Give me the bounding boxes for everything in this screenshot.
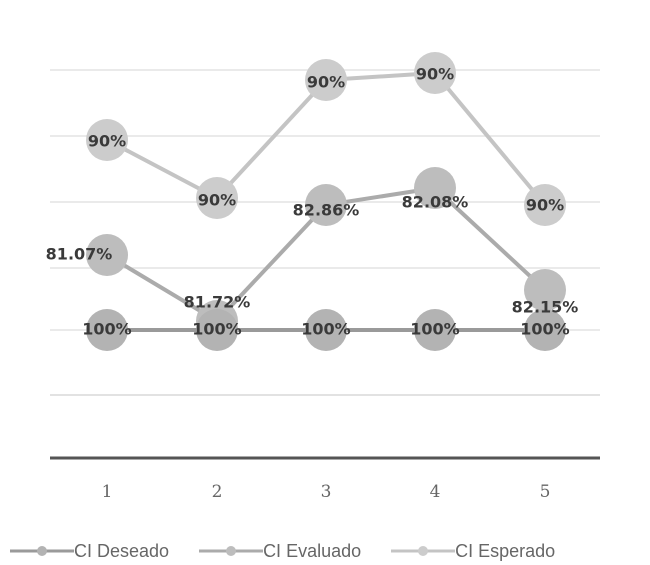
data-point-ci-esperado — [524, 184, 566, 226]
legend-label-ci-evaluado: CI Evaluado — [263, 540, 362, 561]
data-label-ci-esperado: 90% — [88, 132, 126, 151]
legend-label-ci-deseado: CI Deseado — [74, 540, 170, 561]
x-tick-label: 1 — [102, 482, 113, 502]
data-point-ci-evaluado — [524, 269, 566, 311]
legend-item-ci-evaluado: CI Evaluado — [199, 541, 361, 562]
x-tick-label: 4 — [430, 482, 441, 502]
data-point-ci-deseado — [196, 309, 238, 351]
data-label-ci-evaluado: 81.07% — [46, 245, 113, 264]
legend-swatch-ci-evaluado — [199, 546, 264, 556]
data-label-ci-evaluado: 82.15% — [512, 298, 579, 317]
data-point-ci-esperado — [414, 52, 456, 94]
legend-item-ci-esperado: CI Esperado — [391, 541, 555, 562]
data-label-ci-deseado: 100% — [520, 320, 569, 339]
data-point-ci-esperado — [86, 119, 128, 161]
data-label-ci-deseado: 100% — [82, 320, 131, 339]
data-point-ci-deseado — [414, 309, 456, 351]
data-point-ci-evaluado — [86, 234, 128, 276]
x-tick-label: 2 — [212, 482, 223, 502]
x-tick-label: 3 — [321, 482, 332, 502]
data-point-ci-evaluado — [305, 184, 347, 226]
x-axis-ticks: 1 2 3 4 5 — [102, 482, 551, 502]
data-point-ci-deseado — [524, 309, 566, 351]
data-label-ci-evaluado: 82.08% — [402, 193, 469, 212]
legend-swatch-ci-deseado — [10, 546, 74, 556]
legend: CI Deseado CI Evaluado CI Esperado — [10, 538, 640, 564]
data-point-ci-esperado — [196, 177, 238, 219]
series-ci-esperado — [86, 52, 566, 226]
data-point-ci-esperado — [305, 59, 347, 101]
data-label-ci-esperado: 90% — [526, 196, 564, 215]
data-label-ci-evaluado: 82.86% — [293, 201, 360, 220]
legend-item-ci-deseado: CI Deseado — [10, 541, 169, 562]
series-ci-deseado — [86, 309, 566, 351]
x-tick-label: 5 — [540, 482, 551, 502]
data-label-ci-deseado: 100% — [192, 320, 241, 339]
data-label-ci-esperado: 90% — [198, 191, 236, 210]
data-point-ci-deseado — [305, 309, 347, 351]
line-chart: 90% 90% 90% 90% 90% 81.07% 81.72% 82.86% 82.08% 8… — [46, 52, 600, 502]
data-label-ci-esperado: 90% — [416, 65, 454, 84]
data-point-ci-deseado — [86, 309, 128, 351]
legend-swatch-ci-esperado — [391, 546, 456, 556]
data-label-ci-evaluado: 81.72% — [184, 293, 251, 312]
data-label-ci-deseado: 100% — [410, 320, 459, 339]
data-label-layer: 90% 90% 90% 90% 90% 81.07% 81.72% 82.86% 82.08% 8… — [46, 65, 579, 339]
legend-label-ci-esperado: CI Esperado — [455, 540, 556, 561]
data-label-ci-esperado: 90% — [307, 73, 345, 92]
series-layer — [86, 52, 566, 351]
data-point-ci-evaluado — [414, 167, 456, 209]
data-label-ci-deseado: 100% — [301, 320, 350, 339]
